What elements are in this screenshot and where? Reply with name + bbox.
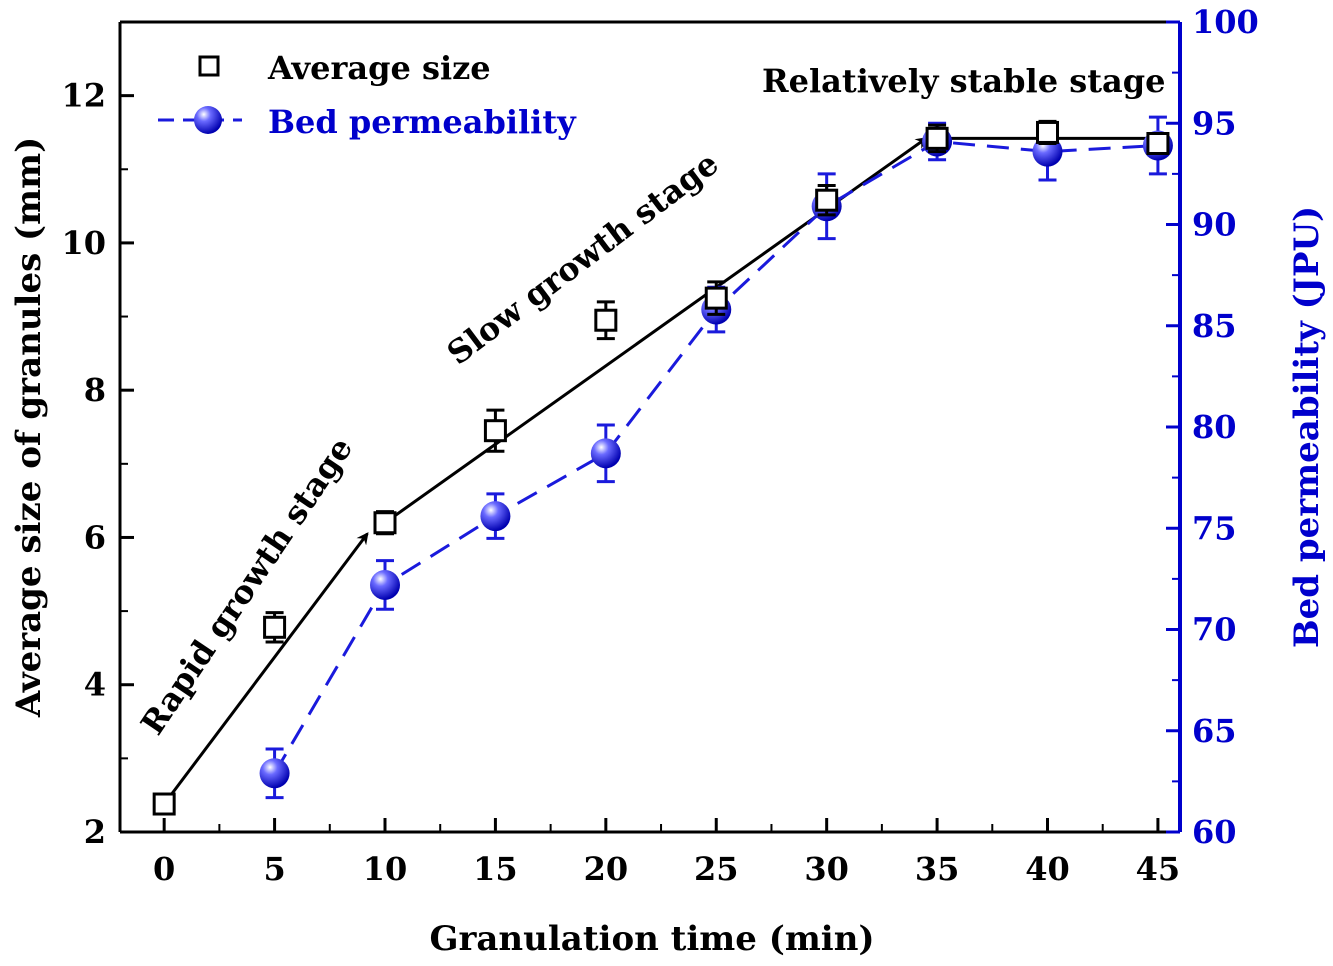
x-tick-label: 20 [584,850,629,888]
y-right-tick-label: 60 [1192,813,1237,851]
legend: Average size Bed permeability [158,49,577,141]
axis-ticks: 0 5 10 15 20 25 30 35 40 45 2 4 6 8 10 12 60 65 70 75 80 85 90… [61,3,1258,888]
y-right-tick-label: 85 [1192,307,1237,345]
y-left-tick-label: 12 [61,77,106,115]
y-right-axis-title: Bed permeability (JPU) [1287,206,1327,648]
y-left-tick-label: 8 [84,371,106,409]
average-size-point [152,792,176,816]
y-right-tick-label: 100 [1192,3,1259,41]
series-layer [152,115,1173,816]
x-tick-label: 25 [694,850,739,888]
average-size-point [1036,120,1059,144]
y-left-tick-label: 2 [84,813,106,851]
y-right-tick-label: 75 [1192,509,1237,547]
legend-label-bed-permeability: Bed permeability [268,103,577,141]
x-tick-label: 35 [915,850,960,888]
average-size-point [263,615,287,639]
bed-permeability-line [273,139,1159,775]
trend-arrow [162,532,369,805]
average-size-point [704,286,728,310]
bed-permeability-point [370,569,400,600]
average-size-point [815,188,839,212]
x-tick-label: 5 [263,850,285,888]
legend-marker-bed-permeability [194,106,222,134]
x-tick-label: 10 [363,850,408,888]
annotation-slow-growth: Slow growth stage [440,144,726,372]
average-size-point [594,308,618,332]
y-right-tick-label: 70 [1192,611,1237,649]
x-tick-label: 45 [1136,850,1181,888]
bed-permeability-point [259,758,290,789]
average-size-point [483,419,507,443]
y-right-tick-label: 90 [1192,206,1237,244]
legend-label-average-size: Average size [267,49,491,87]
x-axis-title: Granulation time (min) [429,919,874,959]
x-tick-label: 15 [473,850,518,888]
y-left-tick-label: 10 [61,224,106,262]
average-size-point [373,511,397,535]
y-left-axis-title: Average size of granules (mm) [9,137,49,718]
annotation-stable: Relatively stable stage [762,62,1165,100]
bed-permeability-point [590,438,621,469]
average-size-point [1146,132,1170,155]
average-size-point [925,126,949,150]
y-left-tick-label: 4 [84,666,106,704]
bed-permeability-point [480,501,511,532]
y-right-tick-label: 95 [1192,104,1237,142]
x-tick-label: 40 [1025,850,1070,888]
y-right-tick-label: 65 [1192,712,1237,750]
y-right-tick-label: 80 [1192,408,1237,446]
legend-marker-average-size [198,55,220,77]
x-tick-label: 0 [153,850,175,888]
y-left-tick-label: 6 [84,518,106,556]
x-tick-label: 30 [804,850,849,888]
